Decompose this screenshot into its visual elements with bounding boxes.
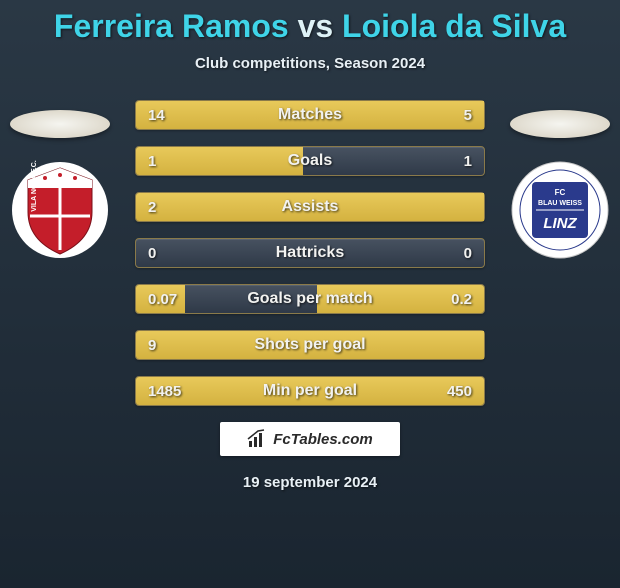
stat-value-left: 0	[136, 245, 196, 262]
player2-name: Loiola da Silva	[342, 8, 566, 44]
stat-row: 14Matches5	[135, 100, 485, 130]
stat-value-right: 5	[424, 107, 484, 124]
stat-value-right: 0	[424, 245, 484, 262]
stat-row: 0.07Goals per match0.2	[135, 284, 485, 314]
brand-chart-icon	[247, 429, 267, 449]
stat-row: 1485Min per goal450	[135, 376, 485, 406]
left-shadow-oval	[10, 110, 110, 138]
stat-label: Hattricks	[196, 244, 424, 262]
stat-label: Goals per match	[196, 290, 424, 308]
comparison-content: VILA NOVA F.C. FC BLAU WEISS LINZ 14Matc…	[0, 100, 620, 406]
comparison-title: Ferreira Ramos vs Loiola da Silva	[0, 8, 620, 45]
stat-value-left: 1485	[136, 383, 196, 400]
stats-container: 14Matches5 1Goals1 2Assists 0Hattricks0 0.07…	[135, 100, 485, 406]
stat-value-right: 0.2	[424, 291, 484, 308]
svg-text:FC: FC	[555, 188, 566, 197]
stat-value-left: 1	[136, 153, 196, 170]
stat-value-left: 0.07	[136, 291, 196, 308]
left-crest-icon: VILA NOVA F.C.	[10, 160, 110, 260]
brand-badge[interactable]: FcTables.com	[220, 422, 400, 456]
subtitle: Club competitions, Season 2024	[0, 55, 620, 72]
stat-label: Shots per goal	[196, 336, 424, 354]
stat-row: 0Hattricks0	[135, 238, 485, 268]
stat-value-right: 450	[424, 383, 484, 400]
stat-label: Min per goal	[196, 382, 424, 400]
svg-text:LINZ: LINZ	[543, 215, 577, 232]
player1-name: Ferreira Ramos	[54, 8, 289, 44]
stat-value-left: 2	[136, 199, 196, 216]
vs-text: vs	[298, 8, 334, 44]
right-crest-icon: FC BLAU WEISS LINZ	[510, 160, 610, 260]
stat-value-right: 1	[424, 153, 484, 170]
stat-value-left: 14	[136, 107, 196, 124]
svg-text:VILA NOVA F.C.: VILA NOVA F.C.	[31, 160, 38, 212]
stat-label: Goals	[196, 152, 424, 170]
stat-value-left: 9	[136, 337, 196, 354]
stat-row: 2Assists	[135, 192, 485, 222]
svg-text:BLAU WEISS: BLAU WEISS	[538, 200, 582, 207]
left-club-badge: VILA NOVA F.C.	[10, 110, 110, 230]
right-club-badge: FC BLAU WEISS LINZ	[510, 110, 610, 230]
right-shadow-oval	[510, 110, 610, 138]
brand-text: FcTables.com	[273, 431, 372, 448]
stat-label: Matches	[196, 106, 424, 124]
stat-label: Assists	[196, 198, 424, 216]
date-text: 19 september 2024	[0, 474, 620, 491]
stat-row: 9Shots per goal	[135, 330, 485, 360]
stat-row: 1Goals1	[135, 146, 485, 176]
